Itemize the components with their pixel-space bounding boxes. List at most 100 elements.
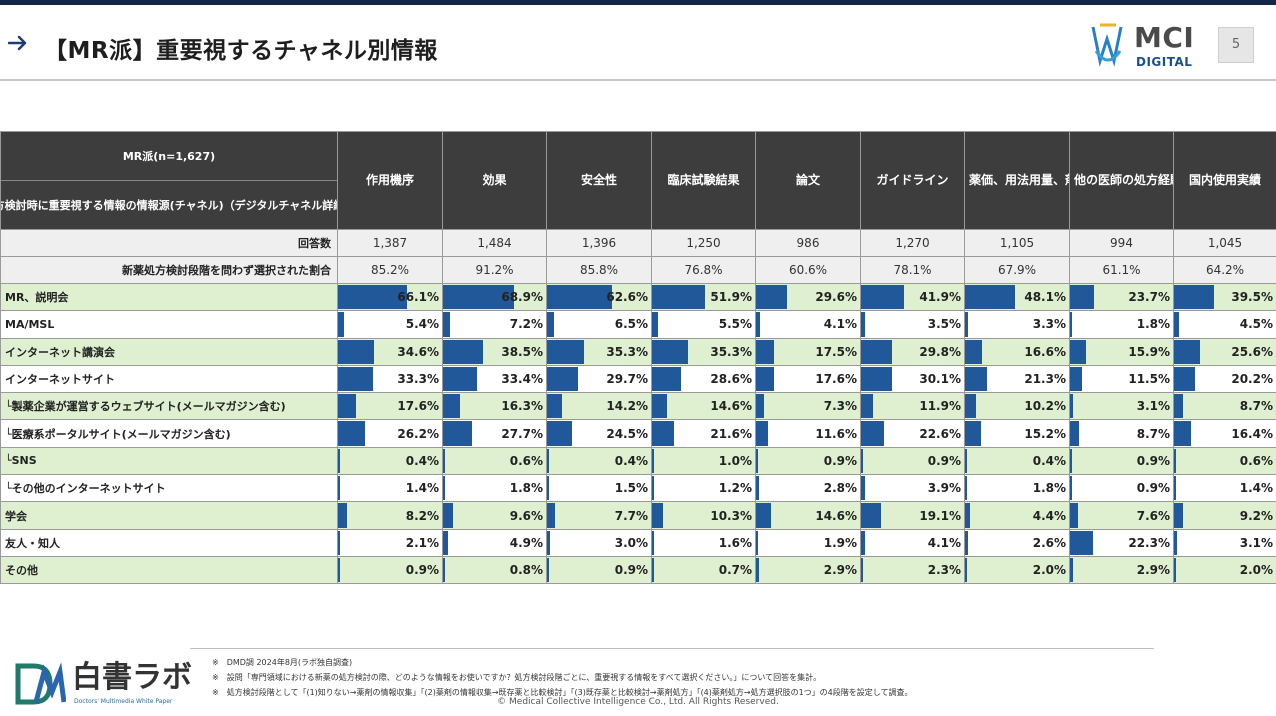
value-label: 1.0%	[718, 453, 752, 468]
value-cell: 8.7%	[1173, 392, 1276, 421]
value-label: 48.1%	[1024, 290, 1066, 305]
meta-row: 回答数 1,387 1,484 1,396 1,250 986 1,270 1,105 994 1…	[0, 229, 1276, 257]
value-label: 33.4%	[501, 372, 543, 387]
value-label: 6.5%	[614, 317, 648, 332]
value-bar	[965, 557, 968, 583]
value-cell: 0.9%	[1069, 474, 1174, 503]
value-label: 38.5%	[501, 344, 543, 359]
value-label: 17.5%	[815, 344, 857, 359]
value-bar	[861, 421, 885, 446]
value-label: 39.5%	[1231, 290, 1273, 305]
mci-digital-logo: MCI DIGITAL	[1090, 21, 1200, 73]
value-bar	[652, 557, 654, 583]
value-cell: 8.2%	[337, 501, 443, 530]
value-label: 35.3%	[606, 344, 648, 359]
value-label: 17.6%	[397, 399, 439, 414]
value-label: 0.8%	[509, 563, 543, 578]
value-bar	[756, 448, 758, 474]
table-row: その他 0.9% 0.8% 0.9% 0.7% 2.9% 2.3% 2.0% 2.9% 2.0%	[0, 555, 1276, 585]
hakusho-labo-logo: 白書ラボ Doctors' Multimedia White Paper	[14, 660, 194, 710]
value-cell: 4.1%	[755, 310, 861, 339]
value-cell: 28.6%	[651, 364, 756, 394]
value-bar	[547, 421, 573, 446]
copyright: © Medical Collective Intelligence Co., L…	[497, 697, 779, 707]
value-cell: 17.6%	[755, 364, 861, 394]
value-bar	[1174, 448, 1176, 474]
value-label: 15.2%	[1024, 426, 1066, 441]
value-cell: 7.3%	[755, 392, 861, 421]
value-bar	[1070, 421, 1079, 446]
value-label: 2.1%	[405, 535, 439, 550]
value-cell: 0.9%	[755, 446, 861, 476]
value-bar	[756, 285, 787, 310]
table-row: 学会 8.2% 9.6% 7.7% 10.3% 14.6% 19.1% 4.4% 7.6% 9.2…	[0, 501, 1276, 530]
footnote-line: ※ 設問「専門領域における新薬の処方検討の際、どのような情報をお使いですか？処方…	[212, 673, 822, 682]
value-bar	[1174, 285, 1215, 310]
value-cell: 3.3%	[964, 310, 1070, 339]
value-bar	[443, 394, 460, 419]
value-bar	[965, 285, 1016, 310]
value-bar	[756, 476, 759, 501]
value-label: 22.6%	[919, 426, 961, 441]
value-bar	[443, 285, 514, 310]
value-label: 3.1%	[1136, 399, 1170, 414]
page-number: 5	[1218, 27, 1254, 63]
value-cell: 5.4%	[337, 310, 443, 339]
value-cell: 33.3%	[337, 364, 443, 394]
value-bar	[1174, 530, 1178, 555]
value-label: 3.5%	[927, 317, 961, 332]
value-cell: 2.3%	[860, 555, 965, 585]
value-label: 4.9%	[509, 535, 543, 550]
value-bar	[547, 503, 555, 528]
value-bar	[547, 339, 584, 364]
value-cell: 0.9%	[1069, 446, 1174, 476]
footer-rule	[190, 648, 1154, 649]
meta-row: 新薬処方検討段階を問わず選択された割合 85.2% 91.2% 85.8% 76.8% 6…	[0, 256, 1276, 284]
value-bar	[338, 476, 340, 501]
value-cell: 2.8%	[755, 474, 861, 503]
value-bar	[547, 557, 549, 583]
value-label: 33.3%	[397, 372, 439, 387]
table-corner: MR派(n=1,627) 新薬処方検討時に重要視する情報の情報源(チャネル)（デ…	[0, 131, 338, 230]
value-bar	[443, 366, 478, 392]
value-bar	[338, 285, 407, 310]
value-bar	[1070, 394, 1074, 419]
value-bar	[652, 421, 675, 446]
value-label: 25.6%	[1231, 344, 1273, 359]
value-bar	[338, 312, 344, 337]
value-bar	[861, 476, 866, 501]
value-cell: 0.6%	[442, 446, 547, 476]
value-label: 1.4%	[405, 481, 439, 496]
value-cell: 3.1%	[1069, 392, 1174, 421]
footnote-line: ※ 処方検討段階として「(1)知りない→薬剤の情報収集」「(2)薬剤の情報収集→…	[212, 688, 913, 697]
value-bar	[965, 530, 968, 555]
meta-value: 67.9%	[964, 256, 1070, 284]
value-label: 1.8%	[1032, 481, 1066, 496]
value-bar	[652, 366, 682, 392]
footnote-line: ※ DMD調 2024年8月(ラボ独自調査)	[212, 658, 353, 667]
value-cell: 66.1%	[337, 282, 443, 312]
value-label: 2.9%	[1136, 563, 1170, 578]
value-cell: 41.9%	[860, 282, 965, 312]
meta-value: 78.1%	[860, 256, 965, 284]
value-label: 5.4%	[405, 317, 439, 332]
value-label: 10.2%	[1024, 399, 1066, 414]
value-bar	[652, 476, 654, 501]
value-cell: 10.3%	[651, 501, 756, 530]
column-header: 臨床試験結果	[651, 131, 756, 230]
value-bar	[443, 421, 472, 446]
value-label: 2.0%	[1239, 563, 1273, 578]
value-bar	[965, 394, 976, 419]
value-cell: 0.8%	[442, 555, 547, 585]
meta-value: 1,270	[860, 229, 965, 257]
value-bar	[861, 503, 881, 528]
value-label: 3.0%	[614, 535, 648, 550]
value-cell: 27.7%	[442, 419, 547, 448]
value-cell: 33.4%	[442, 364, 547, 394]
hakusho-logo-text: 白書ラボ	[72, 660, 192, 695]
meta-value: 1,105	[964, 229, 1070, 257]
value-label: 21.3%	[1024, 372, 1066, 387]
value-bar	[443, 448, 445, 474]
question-label: 新薬処方検討時に重要視する情報の情報源(チャネル)（デジタルチャネル詳細含む）	[2, 198, 337, 212]
value-label: 4.5%	[1239, 317, 1273, 332]
